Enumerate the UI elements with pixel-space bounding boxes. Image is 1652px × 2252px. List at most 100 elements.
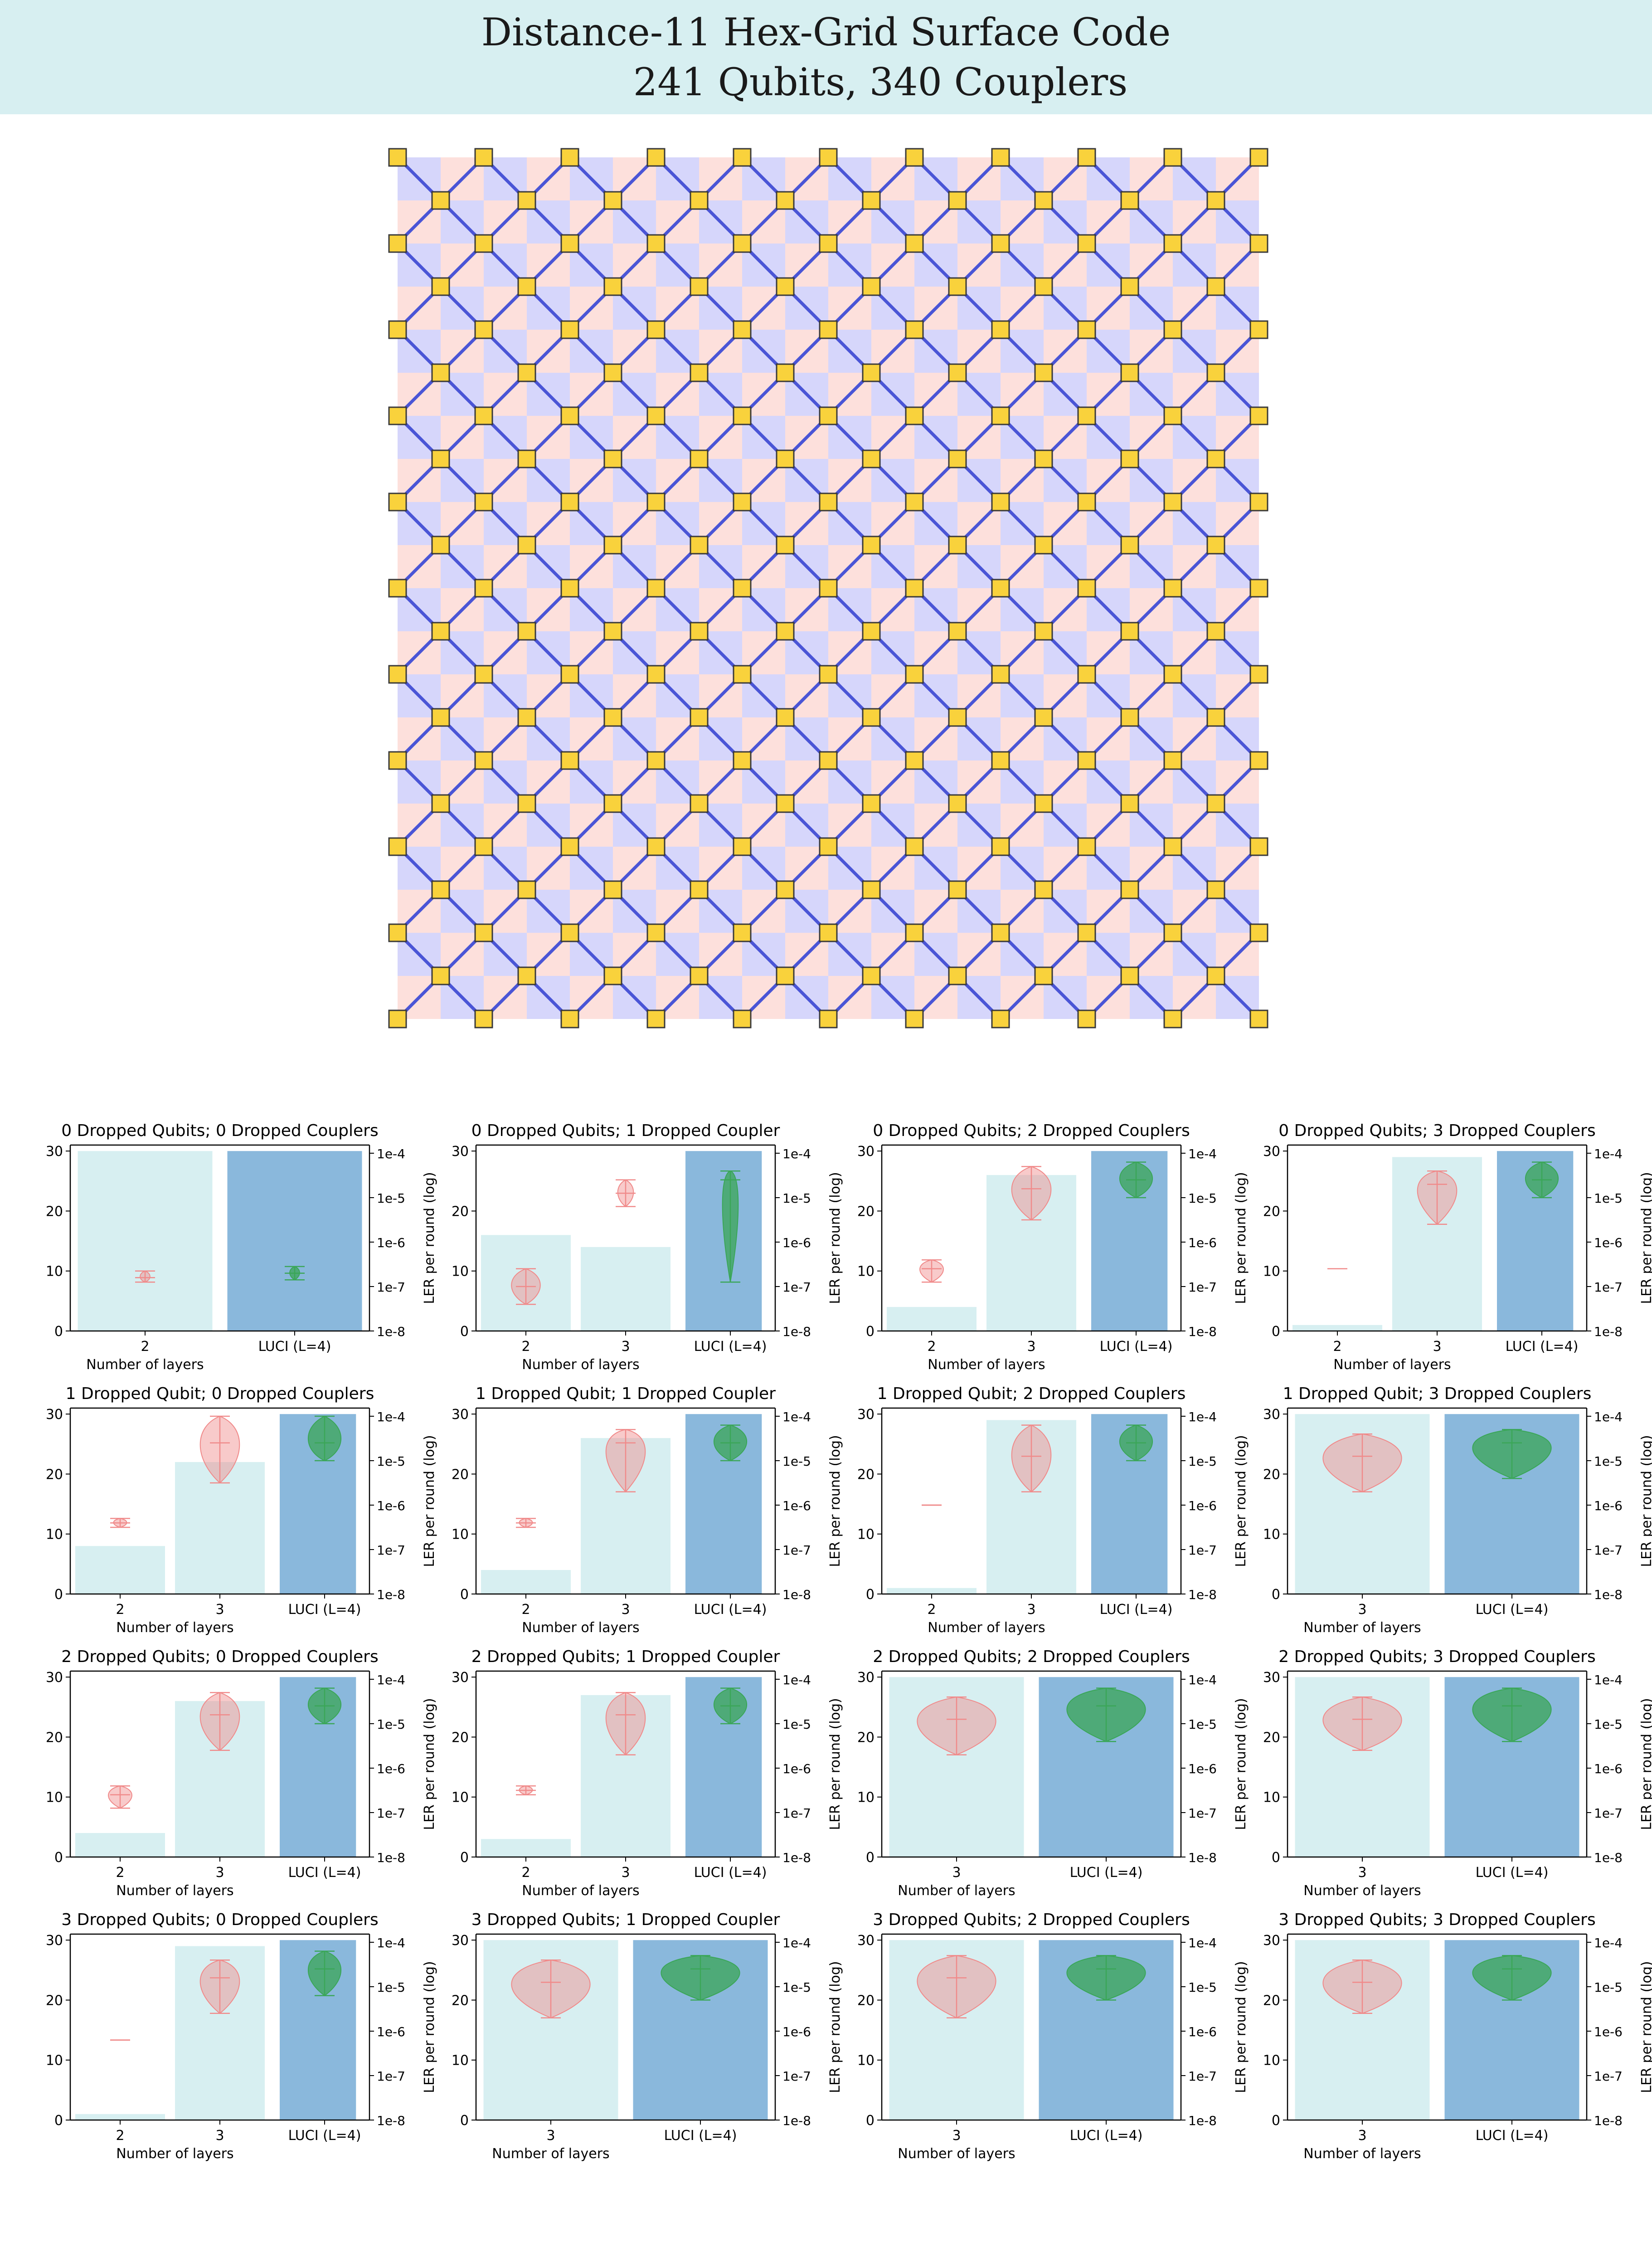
qubit	[1077, 234, 1096, 253]
x-axis-label: Number of layers	[522, 1357, 639, 1373]
y2-tick-label: 1e-6	[782, 1235, 811, 1250]
x-tick-label: LUCI (L=4)	[288, 1602, 361, 1618]
chart-panel: 0 10 20 30 1e-8 1e-7 1e-6 1e-5 1e-4 2 3 LUCI (L=4) 3…	[46, 1911, 437, 2162]
chart-panel: 0 10 20 30 1e-8 1e-7 1e-6 1e-5 1e-4 3 LUCI (L=4) 3 …	[452, 1911, 843, 2162]
qubit	[517, 794, 536, 813]
x-tick-label: 2	[927, 1339, 936, 1355]
qubit	[431, 880, 450, 899]
y2-tick-label: 1e-6	[1188, 1761, 1217, 1776]
qubit	[1249, 751, 1268, 770]
chart-title: 2 Dropped Qubits; 0 Dropped Couplers	[61, 1648, 379, 1666]
qubit	[474, 579, 493, 598]
y2-tick-label: 1e-7	[1594, 2069, 1623, 2084]
y2-tick-label: 1e-8	[782, 2113, 811, 2128]
chart-title: 0 Dropped Qubits; 1 Dropped Coupler	[471, 1121, 780, 1140]
qubit	[560, 234, 579, 253]
y-tick-label: 0	[460, 1324, 469, 1340]
qubit	[905, 492, 924, 512]
x-tick-label: LUCI (L=4)	[1100, 1339, 1173, 1355]
x-axis-label: Number of layers	[492, 2146, 609, 2162]
qubit	[733, 923, 752, 942]
y2-tick-label: 1e-5	[1188, 1717, 1217, 1732]
qubit	[905, 148, 924, 167]
y2-tick-label: 1e-4	[1594, 1409, 1623, 1424]
y-tick-label: 0	[460, 1850, 469, 1866]
bar	[227, 1151, 362, 1331]
qubit	[474, 148, 493, 167]
qubit	[776, 622, 795, 641]
qubit	[1034, 708, 1053, 727]
y2-tick-label: 1e-5	[1594, 1717, 1623, 1732]
qubit	[1034, 277, 1053, 296]
y-tick-label: 30	[857, 1933, 875, 1949]
qubit	[948, 708, 967, 727]
qubit	[819, 148, 838, 167]
y2-axis-label: LER per round (log)	[1639, 1435, 1652, 1567]
qubit	[776, 794, 795, 813]
qubit	[1249, 148, 1268, 167]
y-tick-label: 30	[46, 1407, 63, 1423]
qubit	[646, 1009, 666, 1029]
y-tick-label: 20	[857, 1204, 875, 1219]
qubit	[1206, 794, 1225, 813]
y2-tick-label: 1e-6	[1594, 1235, 1623, 1250]
qubit	[862, 966, 881, 985]
x-tick-label: 2	[521, 1339, 530, 1355]
x-axis-label: Number of layers	[86, 1357, 204, 1373]
x-axis-label: Number of layers	[898, 1883, 1015, 1899]
y2-tick-label: 1e-8	[1594, 1587, 1623, 1602]
qubit	[1077, 320, 1096, 339]
y2-tick-label: 1e-6	[782, 1761, 811, 1776]
qubit	[646, 148, 666, 167]
qubit	[388, 579, 407, 598]
x-tick-label: 2	[521, 1865, 530, 1881]
qubit	[603, 880, 622, 899]
qubit	[862, 880, 881, 899]
qubit	[474, 406, 493, 425]
qubit	[388, 320, 407, 339]
y2-tick-label: 1e-7	[377, 1280, 405, 1295]
qubit	[733, 1009, 752, 1029]
x-axis-label: Number of layers	[1333, 1357, 1451, 1373]
x-tick-label: 3	[215, 1865, 224, 1881]
y-tick-label: 10	[46, 2053, 63, 2069]
x-tick-label: 2	[521, 1602, 530, 1618]
qubit	[991, 579, 1010, 598]
x-tick-label: LUCI (L=4)	[1476, 2128, 1549, 2144]
qubit	[690, 536, 709, 555]
y2-tick-label: 1e-7	[377, 2069, 405, 2084]
qubit	[690, 449, 709, 468]
qubit	[431, 622, 450, 641]
y2-axis-label: LER per round (log)	[1639, 1172, 1652, 1304]
title-banner: Distance-11 Hex-Grid Surface Code 241 Qu…	[0, 0, 1652, 114]
qubit	[603, 363, 622, 382]
qubit	[431, 277, 450, 296]
y2-tick-label: 1e-6	[1594, 1761, 1623, 1776]
page-subtitle: 241 Qubits, 340 Couplers	[633, 60, 1128, 104]
chart-title: 1 Dropped Qubit; 0 Dropped Couplers	[66, 1384, 374, 1403]
qubit	[560, 665, 579, 684]
chart-title: 2 Dropped Qubits; 2 Dropped Couplers	[873, 1648, 1190, 1666]
x-axis-label: Number of layers	[898, 2146, 1015, 2162]
chart-panel: 0 10 20 30 1e-8 1e-7 1e-6 1e-5 1e-4 2 3 LUCI (L=4) 0…	[857, 1121, 1249, 1373]
y2-tick-label: 1e-5	[1188, 1191, 1217, 1206]
qubit	[474, 665, 493, 684]
qubit	[517, 449, 536, 468]
y2-tick-label: 1e-8	[782, 1324, 811, 1339]
bar	[78, 1151, 213, 1331]
qubit	[431, 708, 450, 727]
qubit	[733, 837, 752, 856]
chart-title: 3 Dropped Qubits; 1 Dropped Coupler	[471, 1911, 780, 1929]
x-tick-label: 3	[1027, 1339, 1035, 1355]
y-tick-label: 0	[1272, 2113, 1280, 2129]
y-tick-label: 20	[857, 1730, 875, 1745]
qubit	[560, 923, 579, 942]
qubit	[948, 277, 967, 296]
chart-title: 3 Dropped Qubits; 0 Dropped Couplers	[61, 1911, 379, 1929]
y-tick-label: 20	[46, 1204, 63, 1219]
y-tick-label: 10	[857, 2053, 875, 2069]
qubit	[1120, 449, 1139, 468]
y2-tick-label: 1e-4	[377, 1935, 405, 1950]
qubit	[1120, 277, 1139, 296]
qubit	[431, 191, 450, 210]
